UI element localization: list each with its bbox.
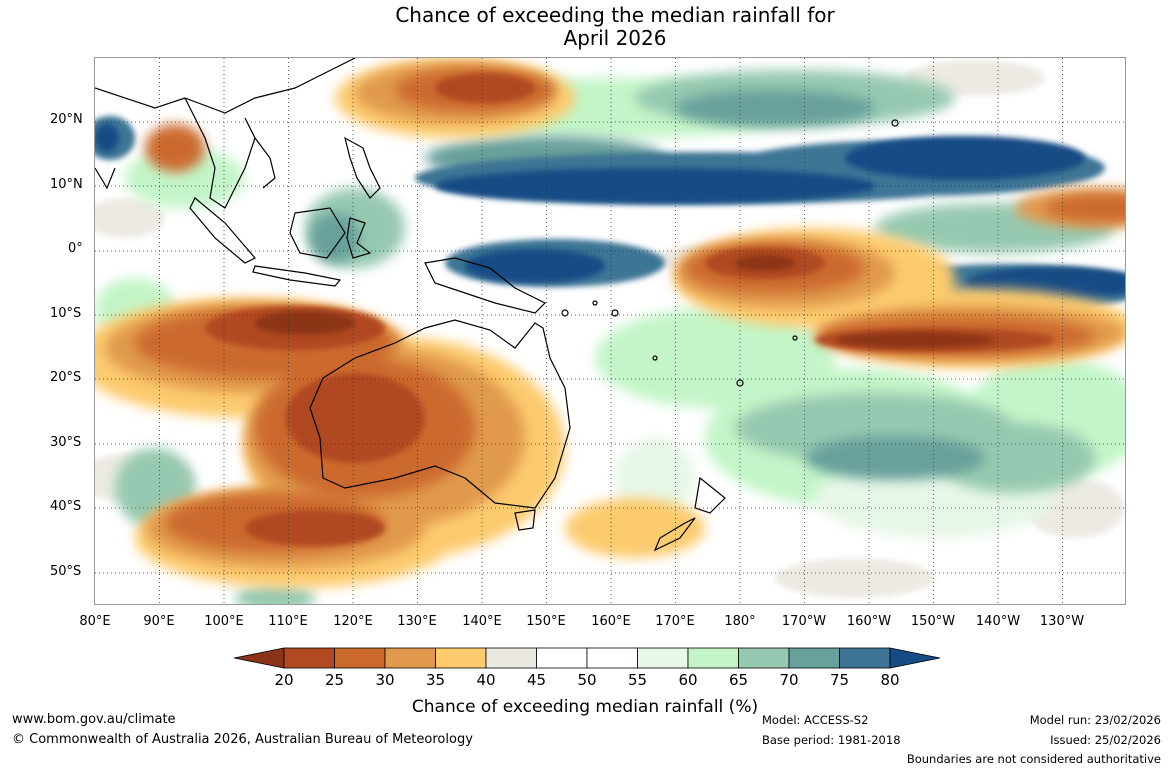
colorbar-segment — [384, 647, 436, 669]
colorbar-tick-label: 60 — [678, 671, 698, 689]
lon-label-140w: 140°W — [975, 614, 1021, 629]
colorbar-segment — [839, 647, 891, 669]
lat-label-20s: 20°S — [50, 370, 82, 385]
copyright-text: © Commonwealth of Australia 2026, Austra… — [12, 732, 473, 747]
colorbar-segment — [283, 647, 335, 669]
colorbar-tick-label: 55 — [627, 671, 648, 689]
colorbar-segment — [586, 647, 638, 669]
colorbar-tick-label: 70 — [779, 671, 799, 689]
lat-label-30s: 30°S — [50, 435, 82, 450]
lon-label-80e: 80°E — [79, 614, 111, 629]
colorbar-extend-low — [234, 647, 285, 669]
colorbar-segment — [738, 647, 790, 669]
lat-label-40s: 40°S — [50, 499, 82, 514]
base-period: Base period: 1981-2018 — [762, 733, 901, 747]
lon-label-130e: 130°E — [397, 614, 437, 629]
issued-date: Issued: 25/02/2026 — [1050, 733, 1161, 747]
lon-label-110e: 110°E — [268, 614, 308, 629]
website-link[interactable]: www.bom.gov.au/climate — [12, 712, 176, 727]
lon-label-130w: 130°W — [1039, 614, 1085, 629]
colorbar-tick-label: 35 — [425, 671, 446, 689]
lon-label-120e: 120°E — [333, 614, 373, 629]
colorbar-tick-label: 45 — [526, 671, 547, 689]
lat-label-20n: 20°N — [50, 112, 83, 127]
colorbar-tick-label: 30 — [375, 671, 395, 689]
coastlines — [95, 58, 899, 552]
colorbar-tick-label: 20 — [274, 671, 294, 689]
lon-label-160e: 160°E — [591, 614, 631, 629]
lon-label-100e: 100°E — [204, 614, 244, 629]
lat-label-10s: 10°S — [50, 306, 82, 321]
lon-label-170e: 170°E — [655, 614, 695, 629]
colorbar-segment — [788, 647, 840, 669]
graticule — [95, 58, 1125, 604]
colorbar — [234, 647, 940, 669]
lat-label-equator: 0° — [68, 241, 83, 256]
lon-label-150e: 150°E — [526, 614, 566, 629]
colorbar-extend-high — [889, 647, 940, 669]
map-title: Chance of exceeding the median rainfall … — [0, 4, 1173, 50]
colorbar-tick-label: 75 — [829, 671, 850, 689]
rainfall-map — [94, 57, 1126, 605]
colorbar-tick-label: 80 — [880, 671, 900, 689]
colorbar-segment — [687, 647, 739, 669]
title-line-1: Chance of exceeding the median rainfall … — [395, 3, 835, 27]
lon-label-90e: 90°E — [143, 614, 175, 629]
colorbar-tick-label: 65 — [728, 671, 749, 689]
colorbar-segment — [435, 647, 487, 669]
boundaries-disclaimer: Boundaries are not considered authoritat… — [906, 752, 1161, 766]
colorbar-tick-label: 50 — [577, 671, 597, 689]
colorbar-tick-label: 40 — [476, 671, 496, 689]
lon-label-160w: 160°W — [846, 614, 892, 629]
lon-label-150w: 150°W — [910, 614, 956, 629]
colorbar-segment — [485, 647, 537, 669]
colorbar-segment — [334, 647, 386, 669]
colorbar-segment — [536, 647, 588, 669]
title-line-2: April 2026 — [563, 26, 667, 50]
lon-label-140e: 140°E — [462, 614, 502, 629]
colorbar-tick-label: 25 — [324, 671, 345, 689]
colorbar-title: Chance of exceeding median rainfall (%) — [411, 697, 759, 717]
rainfall-map-canvas — [95, 58, 1125, 604]
lon-label-170w: 170°W — [781, 614, 827, 629]
model-name: Model: ACCESS-S2 — [762, 713, 869, 727]
lon-label-180: 180° — [724, 614, 756, 629]
model-run-date: Model run: 23/02/2026 — [1029, 713, 1161, 727]
lat-label-50s: 50°S — [50, 564, 82, 579]
colorbar-segment — [637, 647, 689, 669]
lat-label-10n: 10°N — [50, 177, 83, 192]
